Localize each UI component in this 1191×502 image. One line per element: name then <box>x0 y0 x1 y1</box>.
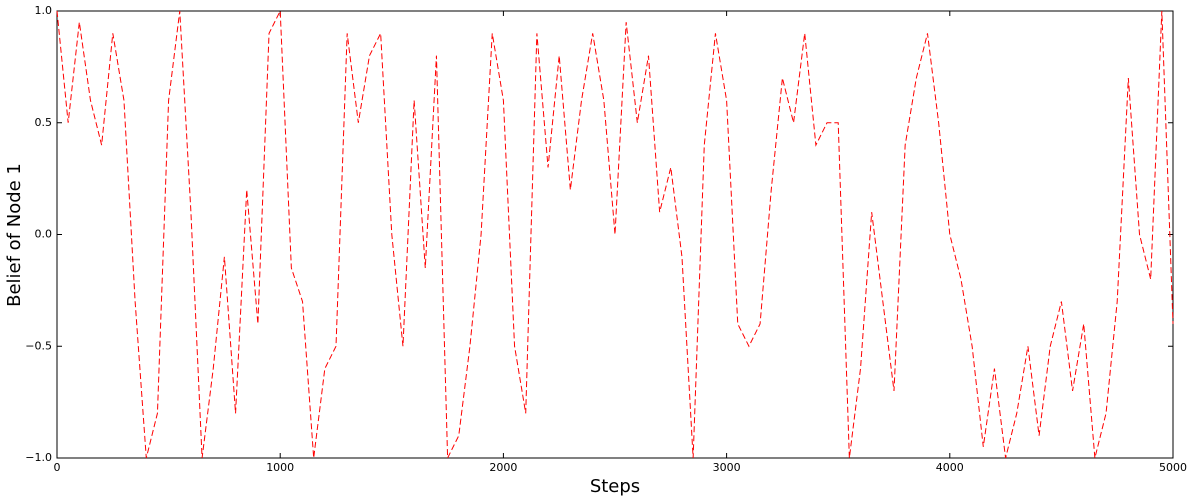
x-tick-label: 3000 <box>713 461 741 474</box>
plot-frame <box>56 10 1174 459</box>
data-line <box>56 9 1174 459</box>
x-tick-label: 0 <box>54 461 61 474</box>
y-tick-label: 0.0 <box>35 228 53 241</box>
x-tick-label: 5000 <box>1159 461 1187 474</box>
y-tick-label: −1.0 <box>25 451 52 464</box>
y-axis-label: Belief of Node 1 <box>4 163 25 307</box>
y-tick-label: −0.5 <box>25 339 52 352</box>
y-tick-label: 1.0 <box>35 4 53 17</box>
x-tick-label: 2000 <box>489 461 517 474</box>
y-tick-label: 0.5 <box>35 116 53 129</box>
x-tick-label: 4000 <box>936 461 964 474</box>
x-axis-label: Steps <box>590 476 640 497</box>
x-tick-label: 1000 <box>266 461 294 474</box>
